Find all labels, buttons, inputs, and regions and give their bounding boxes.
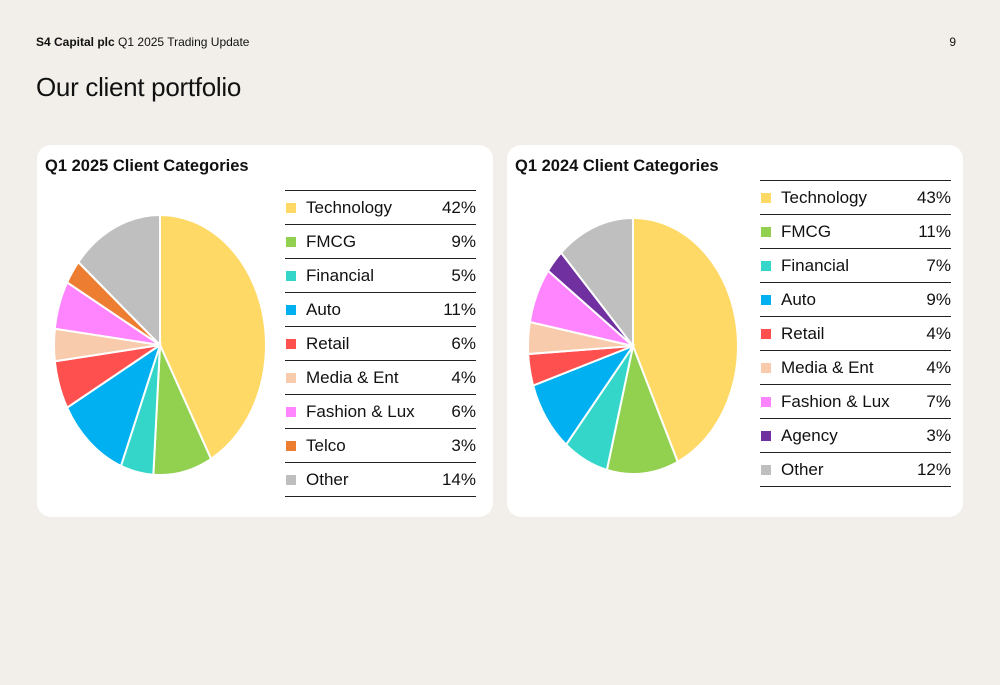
legend-label: Retail: [781, 323, 825, 343]
legend-swatch: [286, 236, 296, 247]
legend-row: Media & Ent 4%: [285, 360, 476, 394]
chart-title: Q1 2025 Client Categories: [45, 157, 249, 175]
pie-slice-other: [77, 213, 161, 348]
legend-swatch: [286, 338, 296, 349]
legend-swatch: [761, 396, 771, 407]
chart-card-q1-2025: Q1 2025 Client Categories Technology 42% F…: [37, 145, 493, 517]
legend-label: Media & Ent: [306, 367, 399, 387]
legend-value: 14%: [441, 469, 476, 489]
legend-table-q1-2025: Technology 42% FMCG 9% Financial 5% Auto 11% Ret…: [285, 190, 476, 497]
legend-row: Fashion & Lux 6%: [285, 394, 476, 428]
legend-row: Financial 5%: [285, 258, 476, 292]
legend-label: Fashion & Lux: [306, 401, 415, 421]
legend-value: 3%: [451, 435, 476, 455]
legend-row: Financial 7%: [760, 248, 951, 282]
legend-row: Retail 6%: [285, 326, 476, 360]
legend-table-q1-2024: Technology 43% FMCG 11% Financial 7% Auto 9% Ret…: [760, 180, 951, 487]
legend-swatch: [286, 440, 296, 451]
legend-swatch: [761, 328, 771, 339]
pie-chart-q1-2025: [53, 213, 268, 476]
legend-swatch: [286, 270, 296, 281]
legend-row: Technology 43%: [760, 180, 951, 214]
legend-row: Auto 9%: [760, 282, 951, 316]
legend-swatch: [286, 406, 296, 417]
legend-label: Fashion & Lux: [781, 391, 890, 411]
legend-row: Media & Ent 4%: [760, 350, 951, 384]
legend-value: 5%: [451, 265, 476, 285]
legend-row: Technology 42%: [285, 190, 476, 224]
legend-swatch: [286, 304, 296, 315]
legend-label: Technology: [306, 197, 393, 217]
report-subtitle: Q1 2025 Trading Update: [118, 35, 250, 49]
legend-label: Auto: [306, 299, 341, 319]
legend-label: FMCG: [781, 221, 832, 241]
legend-label: Auto: [781, 289, 816, 309]
pie-slice-fmcg: [605, 342, 679, 475]
legend-value: 3%: [926, 425, 951, 445]
legend-swatch: [761, 226, 771, 237]
legend-row: FMCG 11%: [760, 214, 951, 248]
legend-label: Retail: [306, 333, 350, 353]
legend-value: 11%: [443, 299, 476, 319]
chart-card-q1-2024: Q1 2024 Client Categories Technology 43% F…: [507, 145, 963, 517]
legend-label: Financial: [781, 255, 850, 275]
pie-slice-other: [559, 216, 634, 349]
legend-label: Technology: [781, 187, 868, 207]
legend-value: 9%: [926, 289, 951, 309]
legend-value: 9%: [451, 231, 476, 251]
legend-swatch: [761, 362, 771, 373]
legend-swatch: [761, 260, 771, 271]
legend-row: Retail 4%: [760, 316, 951, 350]
legend-row: FMCG 9%: [285, 224, 476, 258]
legend-label: Telco: [306, 435, 346, 455]
legend-value: 6%: [451, 401, 476, 421]
legend-swatch: [761, 192, 771, 203]
legend-label: Media & Ent: [781, 357, 874, 377]
legend-row: Agency 3%: [760, 418, 951, 452]
legend-row: Other 14%: [285, 462, 476, 497]
legend-value: 7%: [926, 255, 951, 275]
report-header: S4 Capital plc Q1 2025 Trading Update: [36, 35, 249, 49]
chart-title: Q1 2024 Client Categories: [515, 157, 719, 175]
legend-label: Other: [306, 469, 349, 489]
pie-slice-technology: [632, 216, 739, 464]
legend-row: Auto 11%: [285, 292, 476, 326]
legend-swatch: [761, 430, 771, 441]
legend-value: 42%: [441, 197, 476, 217]
legend-label: Other: [781, 459, 824, 479]
legend-row: Telco 3%: [285, 428, 476, 462]
pie-chart-q1-2024: [527, 216, 739, 475]
legend-value: 4%: [451, 367, 476, 387]
legend-swatch: [761, 464, 771, 475]
legend-value: 4%: [926, 357, 951, 377]
legend-value: 6%: [451, 333, 476, 353]
pie-slice-auto: [65, 342, 162, 468]
company-name: S4 Capital plc: [36, 35, 115, 49]
legend-row: Fashion & Lux 7%: [760, 384, 951, 418]
legend-value: 7%: [926, 391, 951, 411]
legend-value: 43%: [916, 187, 951, 207]
legend-label: Financial: [306, 265, 375, 285]
pie-slice-technology: [159, 213, 268, 461]
legend-swatch: [286, 474, 296, 485]
legend-label: FMCG: [306, 231, 357, 251]
page-title: Our client portfolio: [36, 72, 241, 102]
legend-value: 11%: [918, 221, 951, 241]
legend-swatch: [286, 202, 296, 213]
legend-swatch: [286, 372, 296, 383]
legend-value: 12%: [916, 459, 951, 479]
page-number: 9: [949, 35, 956, 49]
legend-swatch: [761, 294, 771, 305]
legend-row: Other 12%: [760, 452, 951, 487]
legend-label: Agency: [781, 425, 838, 445]
legend-value: 4%: [926, 323, 951, 343]
